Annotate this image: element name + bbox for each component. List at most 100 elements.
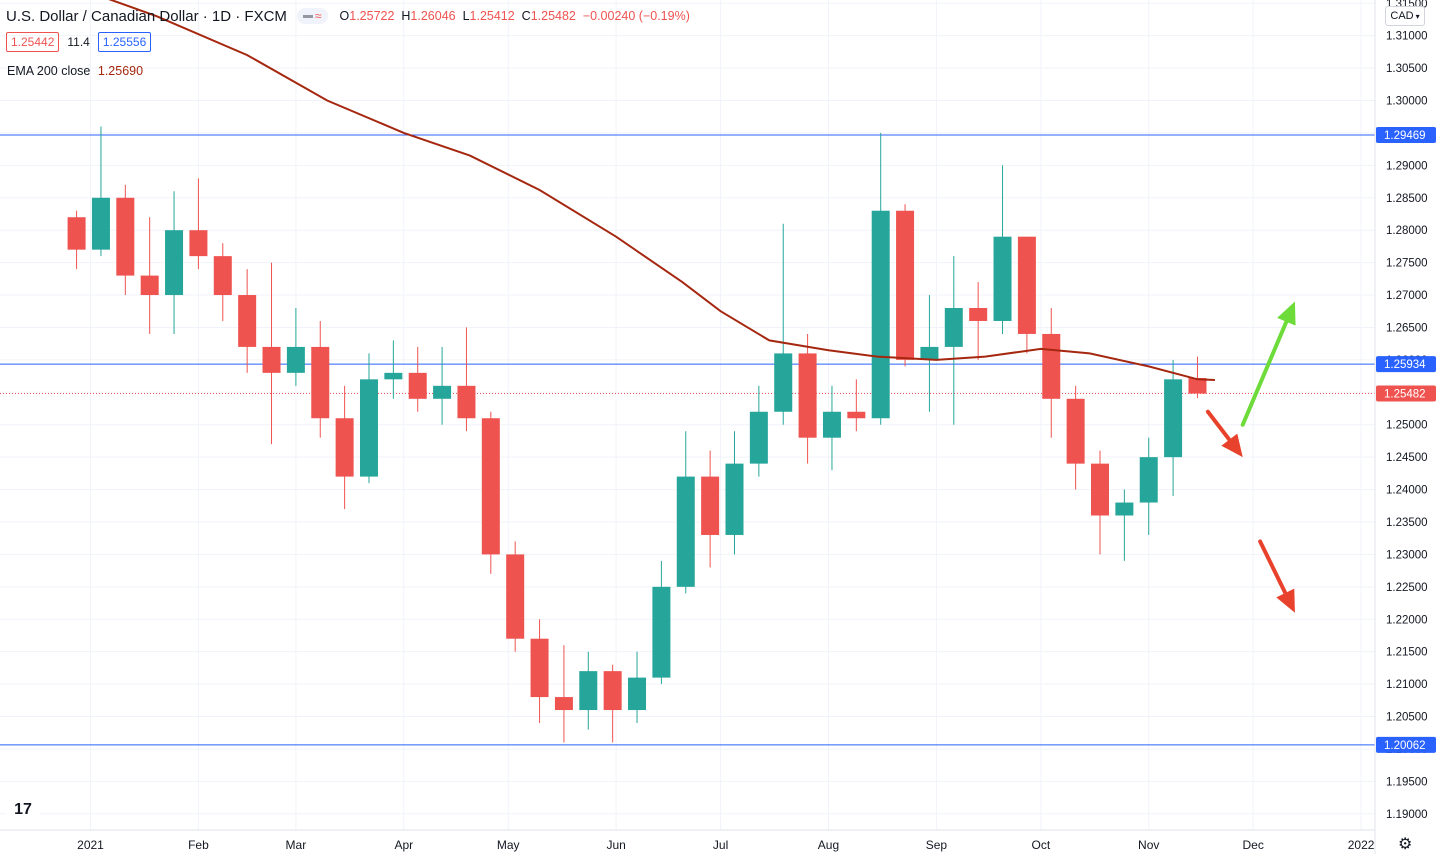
gear-icon[interactable]: ⚙ (1398, 836, 1413, 853)
close-value: 1.25482 (530, 9, 576, 23)
compare-pill[interactable]: ≈ (296, 8, 328, 24)
series-wave-icon: ≈ (314, 9, 322, 23)
trend-arrow-shaft (1240, 319, 1289, 427)
candle-body (944, 308, 963, 347)
price-level-tag (1376, 385, 1436, 402)
symbol-title[interactable]: U.S. Dollar / Canadian Dollar · 1D · FXC… (6, 7, 287, 25)
candle-body (335, 418, 354, 477)
candle-body (701, 476, 720, 535)
price-tick-label: 1.25000 (1386, 420, 1428, 432)
candle-body (91, 197, 110, 250)
series-swatch-icon (302, 14, 313, 18)
price-tick-label: 1.20500 (1386, 712, 1428, 724)
candle-body (725, 463, 744, 535)
candle-body (67, 217, 86, 250)
price-level-tag (1376, 736, 1436, 753)
ohlc-values: O1.25722 H1.26046 L1.25412 C1.25482 −0.0… (340, 9, 690, 23)
time-tick-label: Nov (1138, 838, 1159, 852)
time-tick-label: 2022 (1348, 838, 1375, 852)
trend-arrows (1205, 301, 1296, 613)
candle-body (433, 385, 452, 399)
candle-body (554, 697, 573, 711)
price-level-tag-text: 1.25482 (1384, 388, 1426, 400)
candle-body (774, 353, 793, 412)
candle-body (311, 346, 330, 419)
price-tick-label: 1.27500 (1386, 258, 1428, 270)
trend-arrow-head (1277, 301, 1296, 326)
candle-body (1042, 333, 1061, 399)
time-tick-label: Apr (394, 838, 413, 852)
high-value: 1.26046 (410, 9, 456, 23)
price-tick-label: 1.30500 (1386, 63, 1428, 75)
candle-body (847, 411, 866, 419)
price-tick-label: 1.22500 (1386, 582, 1428, 594)
candle-body (384, 372, 403, 380)
time-tick-label: May (497, 838, 520, 852)
open-label: O (339, 9, 350, 23)
time-tick-label: Aug (818, 838, 839, 852)
price-level-tag-text: 1.29469 (1384, 130, 1426, 142)
candle-body (920, 346, 939, 360)
candle-body (165, 230, 184, 296)
high-label: H (401, 9, 411, 23)
candle-body (652, 586, 671, 678)
price-tick-label: 1.30000 (1386, 96, 1428, 108)
price-tick-label: 1.29000 (1386, 160, 1428, 172)
candlesticks (67, 126, 1207, 743)
time-axis[interactable]: 2021 Feb Mar Apr May Jun Jul Aug Sep Oct Nov Dec 202… (0, 829, 1375, 852)
change-value: −0.00240 (−0.19%) (582, 9, 690, 23)
tradingview-logo[interactable]: 17 (6, 796, 40, 824)
open-value: 1.25722 (349, 9, 395, 23)
price-tick-label: 1.21500 (1386, 647, 1428, 659)
candle-body (579, 671, 598, 711)
price-tick-label: 1.21000 (1386, 679, 1428, 691)
candle-body (457, 385, 476, 419)
price-level-tag (1376, 126, 1436, 143)
currency-selector[interactable]: CAD ▾ (1385, 6, 1425, 26)
candle-body (1066, 398, 1085, 464)
ema-200-line (108, 0, 1215, 381)
trend-arrow-head (1221, 433, 1243, 458)
ema-legend[interactable]: EMA 200 close 1.25690 (7, 64, 143, 78)
price-tick-label: 1.19500 (1386, 776, 1428, 788)
chevron-down-icon: ▾ (1415, 11, 1420, 21)
time-tick-label: Jun (606, 838, 625, 852)
candle-body (189, 230, 208, 257)
close-label: C (521, 9, 531, 23)
candle-body (896, 210, 915, 360)
candle-body (1017, 236, 1036, 334)
candle-body (871, 210, 890, 419)
candle-body (798, 353, 817, 438)
price-level-tag (1376, 356, 1436, 373)
candle-body (506, 554, 525, 639)
time-tick-label: Dec (1242, 838, 1263, 852)
price-tick-label: 1.19000 (1386, 809, 1428, 821)
chart-grid (0, 0, 1375, 830)
candle-body (1188, 378, 1207, 394)
candle-body (1091, 463, 1109, 516)
candle-body (530, 638, 549, 698)
price-tick-label: 1.31500 (1386, 0, 1428, 10)
ask-price-button[interactable]: 1.25556 (97, 32, 152, 52)
logo-text: 17 (14, 801, 32, 818)
candle-body (116, 197, 135, 276)
price-level-labels: 1.29469 1.25934 1.25482 1.20062 (1376, 126, 1436, 753)
price-tick-label: 1.23000 (1386, 549, 1428, 561)
currency-label: CAD (1390, 10, 1414, 22)
price-tick-label: 1.28500 (1386, 193, 1428, 205)
trend-arrow-shaft (1258, 539, 1288, 596)
ema-legend-name: EMA 200 close (7, 64, 91, 78)
time-tick-label: Jul (713, 838, 728, 852)
price-tick-label: 1.31000 (1386, 31, 1428, 43)
low-label: L (462, 9, 470, 23)
price-level-tag-text: 1.25934 (1384, 359, 1426, 371)
candle-body (262, 346, 281, 373)
bid-price-button[interactable]: 1.25442 (6, 32, 60, 52)
bid-ask-row: 1.25442 11.4 1.25556 (6, 32, 152, 52)
time-tick-label: Mar (286, 838, 307, 852)
candle-body (238, 295, 257, 347)
price-tick-label: 1.26500 (1386, 322, 1428, 334)
candle-body (1115, 502, 1134, 516)
candle-body (993, 236, 1012, 321)
